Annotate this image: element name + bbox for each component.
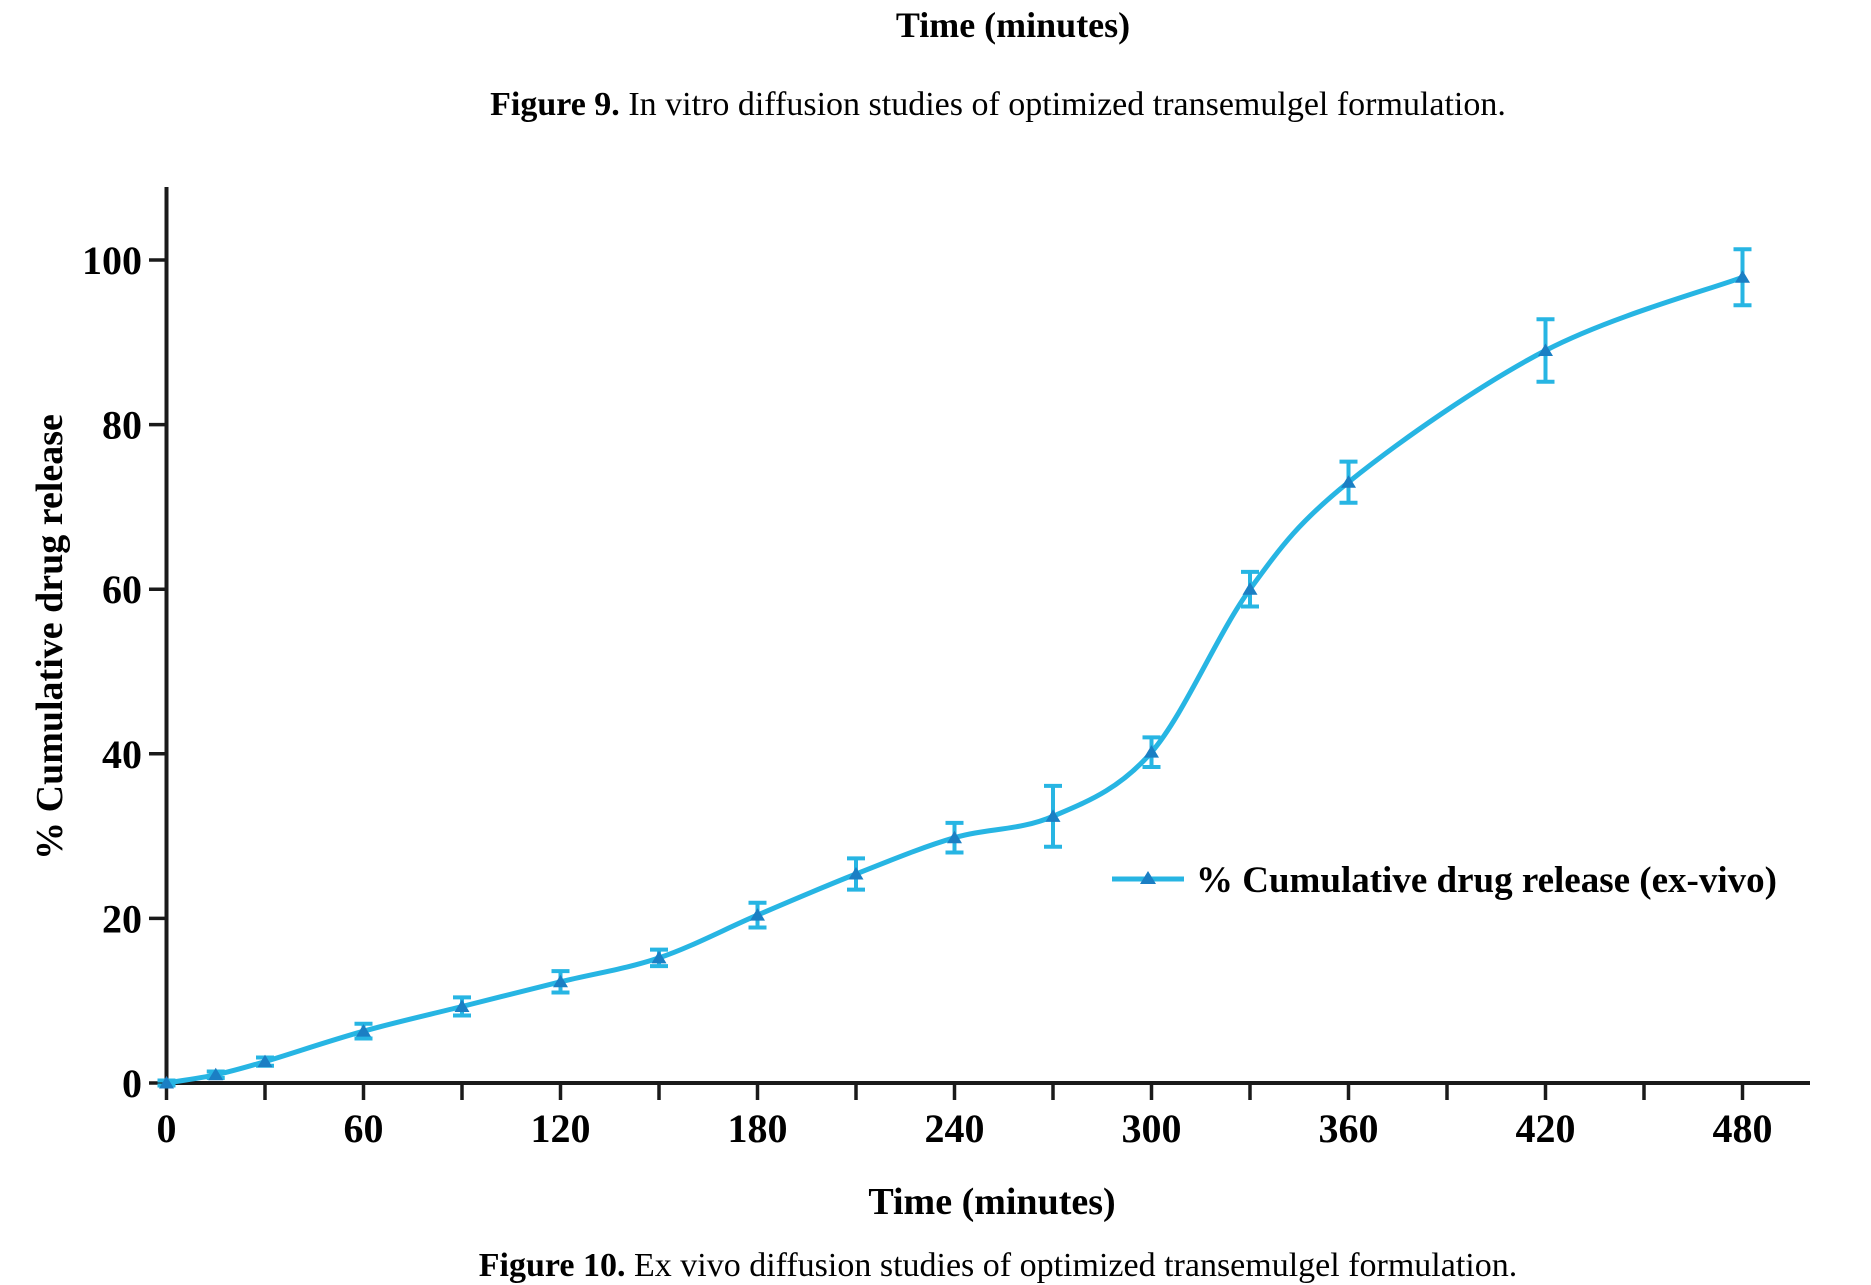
x-tick-label: 300 <box>1122 1106 1182 1151</box>
legend-label: % Cumulative drug release (ex-vivo) <box>1196 860 1777 901</box>
x-tick-label: 0 <box>157 1106 177 1151</box>
y-tick-label: 60 <box>102 567 142 612</box>
x-tick-label: 120 <box>531 1106 591 1151</box>
figure10-caption-text: Ex vivo diffusion studies of optimized t… <box>625 1247 1518 1284</box>
data-point-marker <box>1735 270 1750 283</box>
y-tick-label: 100 <box>82 238 142 283</box>
data-point-marker <box>848 866 864 880</box>
x-tick-label: 420 <box>1516 1106 1576 1151</box>
figure10-caption-label: Figure 10. <box>478 1247 626 1284</box>
data-point-marker <box>356 1024 371 1037</box>
x-axis-title: Time (minutes) <box>868 1181 1115 1223</box>
y-tick-label: 0 <box>122 1061 142 1106</box>
figure9-caption-label: Figure 9. <box>490 86 620 123</box>
legend: % Cumulative drug release (ex-vivo) <box>1112 860 1777 901</box>
data-point-marker <box>1538 343 1553 357</box>
y-tick-label: 40 <box>102 732 142 777</box>
figure9-caption-text: In vitro diffusion studies of optimized … <box>619 86 1506 123</box>
x-tick-label: 180 <box>728 1106 788 1151</box>
plot-area: 0 60 120 180 240 300 360 420 480 0 20 40 60 80 100 <box>82 187 1810 1151</box>
x-tick-label: 240 <box>925 1106 985 1151</box>
figure9-caption: Figure 9. In vitro diffusion studies of … <box>490 86 1506 124</box>
figure10-caption: Figure 10. Ex vivo diffusion studies of … <box>479 1247 1517 1285</box>
data-point-marker <box>651 950 667 964</box>
y-axis-title: % Cumulative drug release <box>29 414 71 860</box>
x-tick-label: 360 <box>1319 1106 1379 1151</box>
data-point-marker <box>750 908 765 921</box>
x-tick-label: 60 <box>344 1106 384 1151</box>
figure9-x-axis-label: Time (minutes) <box>895 5 1131 45</box>
y-tick-label: 20 <box>102 896 142 941</box>
x-tick-label: 480 <box>1713 1106 1773 1151</box>
data-point-marker <box>257 1054 273 1068</box>
series-line <box>164 274 1745 1086</box>
data-point-marker <box>1341 475 1356 488</box>
data-point-marker <box>947 830 962 844</box>
data-point-marker <box>1242 582 1258 595</box>
data-point-marker <box>454 999 470 1012</box>
y-tick-label: 80 <box>102 403 142 448</box>
data-point-marker <box>159 1076 174 1089</box>
data-point-marker <box>1045 809 1061 822</box>
data-point-marker <box>553 974 568 988</box>
data-point-marker <box>208 1067 224 1081</box>
legend-marker-icon <box>1140 871 1156 884</box>
data-point-marker <box>1144 745 1159 758</box>
